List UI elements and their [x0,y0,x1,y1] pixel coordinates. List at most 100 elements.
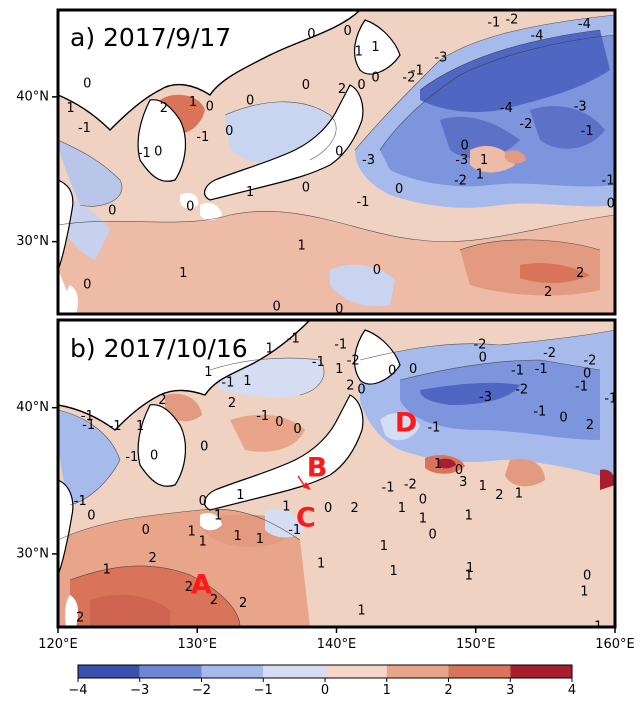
contour-label: 0 [395,182,403,197]
lat-tick-label: 30°N [16,234,49,249]
contour-label: 2 [544,285,552,300]
contour-label: 2 [350,501,358,516]
marker-b-arrowhead [302,482,311,490]
contour-label: 1 [179,266,187,281]
contour-label: 1 [204,365,212,380]
panel-b-title: b) 2017/10/16 [70,334,248,363]
contour-label: 2 [185,580,193,595]
contour-label: 1 [479,479,487,494]
contour-label: -3 [574,99,587,114]
contour-label: -1 [109,419,122,434]
contour-label: -2 [473,337,486,352]
contour-label: 0 [419,492,427,507]
contour-label: 1 [298,238,306,253]
contour-label: 0 [272,299,280,314]
lon-tick-label: 160°E [595,637,635,652]
marker-a: A [191,570,212,601]
contour-label: 0 [302,181,310,196]
colorbar-segment [201,665,264,678]
contour-label: 0 [83,278,91,293]
contour-label: -2 [347,353,360,368]
lat-tick-label: 40°N [16,400,49,415]
contour-label: -1 [221,375,234,390]
lat-tick-label: 40°N [16,89,49,104]
contour-label: 0 [275,415,283,430]
contour-label: 0 [307,27,315,42]
contour-label: 0 [335,302,343,317]
contour-label: 0 [343,24,351,39]
contour-label: 0 [150,448,158,463]
contour-label: -1 [427,421,440,436]
contour-label: 1 [199,535,207,550]
contour-label: 0 [200,440,208,455]
contour-label: 2 [495,488,503,503]
contour-label: 0 [428,527,436,542]
contour-label: 1 [335,362,343,377]
contour-label: 1 [480,153,488,168]
contour-label: 3 [459,475,467,490]
contour-label: 2 [338,82,346,97]
contour-label: -3 [455,153,468,168]
contour-label: 0 [142,523,150,538]
lat-tick-label: 30°N [16,546,49,561]
contour-label: -1 [82,418,95,433]
colorbar-tick-label: 1 [383,683,391,698]
panel-a-frame [56,8,617,316]
marker-b: B [307,453,328,484]
contour-label: -4 [531,29,544,44]
contour-label: 0 [293,422,301,437]
contour-label: 0 [460,139,468,154]
contour-label: -2 [543,346,556,361]
colorbar-tick-label: −3 [130,683,149,698]
contour-label: 1 [317,557,325,572]
contour-label: -1 [382,481,395,496]
marker-c: C [296,502,316,533]
lon-tick-label: 140°E [317,637,357,652]
contour-label: -1 [81,409,94,424]
colorbar-segment [325,665,387,678]
contour-label: -1 [511,364,524,379]
contour-label: 1 [188,524,196,539]
contour-label: 1 [282,500,290,515]
contour-label: 0 [583,568,591,583]
contour-label: -4 [500,101,513,116]
contour-label: -1 [575,380,588,395]
contour-label: 2 [158,393,166,408]
contour-label: 2 [239,596,247,611]
contour-label: -2 [519,117,532,132]
contour-label: -1 [312,355,325,370]
contour-label: -1 [581,124,594,139]
colorbar-segment [78,665,140,678]
contour-label: -1 [125,450,138,465]
contour-label: 2 [76,611,84,626]
contour-label: 1 [580,584,588,599]
contour-label: 0 [559,410,567,425]
colorbar-tick-label: 4 [568,683,576,698]
contour-label: 0 [371,71,379,86]
contour-label: 0 [357,383,365,398]
contour-label: -1 [487,16,500,31]
contour-label: 1 [476,168,484,183]
contour-label: 1 [466,561,474,576]
contour-label: 1 [189,95,197,110]
colorbar-segment [139,665,202,678]
contour-label: 1 [214,508,222,523]
contour-label: 0 [335,144,343,159]
contour-label: -1 [256,409,269,424]
contour-label: 1 [66,101,74,116]
contour-label: -2 [454,173,467,188]
colorbar-tick-label: 2 [444,683,452,698]
contour-label: 0 [479,351,487,366]
contour-label: -2 [402,71,415,86]
contour-label: 0 [388,364,396,379]
contour-label: 0 [246,94,254,109]
lon-tick-label: 130°E [177,637,217,652]
contour-label: 2 [576,266,584,281]
colorbar-tick-label: −4 [68,683,87,698]
contour-label: 1 [371,40,379,55]
